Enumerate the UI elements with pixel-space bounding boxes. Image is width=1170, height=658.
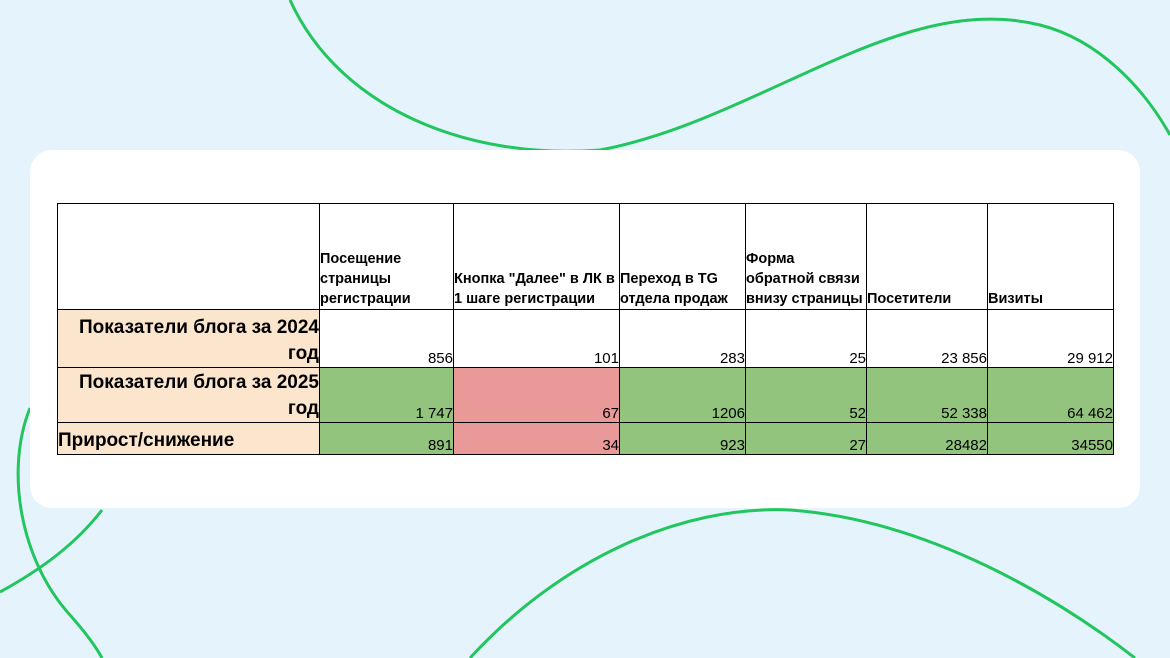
row-label: Прирост/снижение bbox=[57, 421, 320, 456]
table-row: Прирост/снижение 891 34 923 27 28482 345… bbox=[57, 421, 1114, 456]
table-cell: 34 bbox=[453, 421, 620, 456]
row-label: Показатели блога за 2024 год bbox=[57, 309, 320, 368]
table-cell: 283 bbox=[619, 309, 746, 368]
table-cell: 891 bbox=[319, 421, 454, 456]
table-row: Показатели блога за 2024 год 856 101 283… bbox=[57, 309, 1114, 368]
table-cell: 64 462 bbox=[987, 366, 1114, 423]
column-header: Визиты bbox=[987, 202, 1114, 311]
table-cell: 101 bbox=[453, 309, 620, 368]
column-header: Кнопка "Далее" в ЛК в 1 шаге регистрации bbox=[453, 202, 620, 311]
wave-left bbox=[16, 407, 104, 658]
table-cell: 27 bbox=[745, 421, 867, 456]
row-label: Показатели блога за 2025 год bbox=[57, 366, 320, 423]
table-cell: 67 bbox=[453, 366, 620, 423]
table-cell: 34550 bbox=[987, 421, 1114, 456]
table-cell: 923 bbox=[619, 421, 746, 456]
table-card: Посещение страницы регистрации Кнопка "Д… bbox=[30, 150, 1140, 508]
table-cell: 52 338 bbox=[866, 366, 988, 423]
column-header: Переход в TG отдела продаж bbox=[619, 202, 746, 311]
corner-cell bbox=[57, 202, 320, 311]
data-table: Посещение страницы регистрации Кнопка "Д… bbox=[57, 202, 1114, 456]
wave-bottom bbox=[468, 508, 1136, 658]
table-cell: 52 bbox=[745, 366, 867, 423]
table-cell: 856 bbox=[319, 309, 454, 368]
table-cell: 1206 bbox=[619, 366, 746, 423]
table-row: Показатели блога за 2025 год 1 747 67 12… bbox=[57, 366, 1114, 423]
wave-top bbox=[288, 0, 1170, 153]
table-cell: 28482 bbox=[866, 421, 988, 456]
wave-left-lower bbox=[0, 509, 104, 594]
column-header: Посещение страницы регистрации bbox=[319, 202, 454, 311]
header-row: Посещение страницы регистрации Кнопка "Д… bbox=[57, 202, 1114, 311]
column-header: Форма обратной связи внизу страницы bbox=[745, 202, 867, 311]
table-cell: 25 bbox=[745, 309, 867, 368]
table-cell: 23 856 bbox=[866, 309, 988, 368]
table-cell: 29 912 bbox=[987, 309, 1114, 368]
column-header: Посетители bbox=[866, 202, 988, 311]
table-cell: 1 747 bbox=[319, 366, 454, 423]
